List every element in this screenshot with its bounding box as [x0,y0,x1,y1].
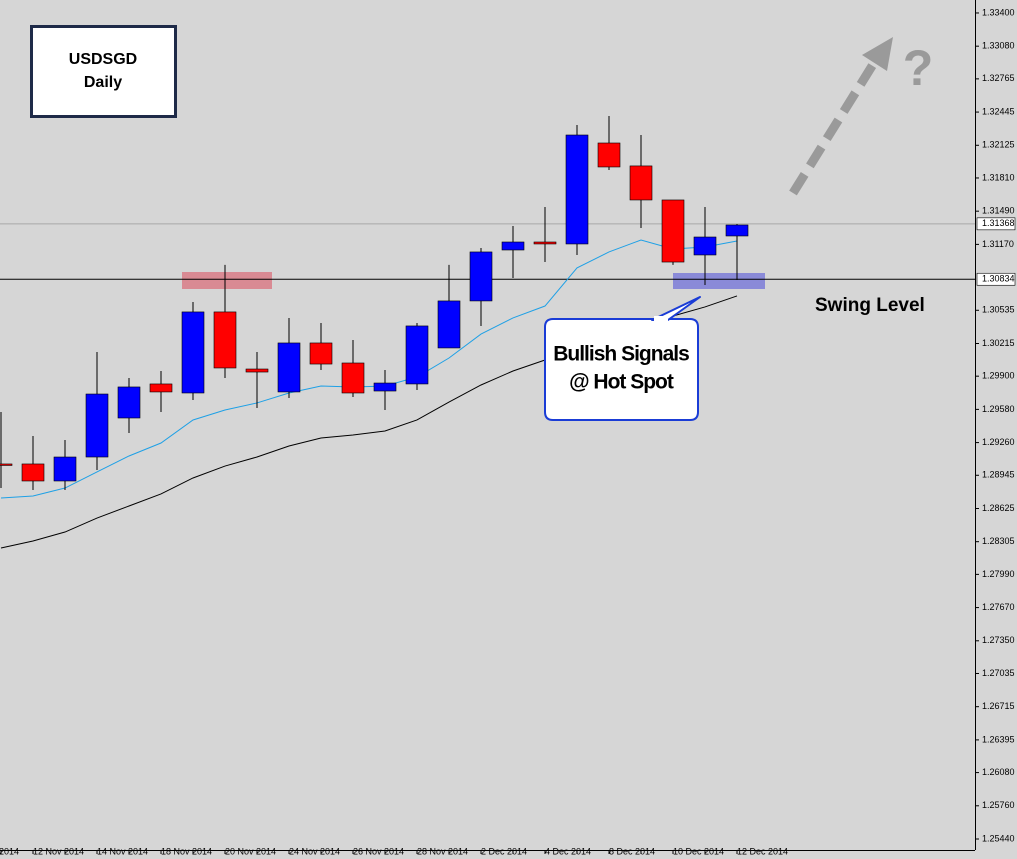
y-tick-label: 1.25760 [982,800,1015,810]
x-tick-label: 18 Nov 2014 [161,846,212,856]
y-tick-label: 1.26395 [982,734,1015,744]
candle-body [437,300,461,349]
callout-line-2: @ Hot Spot [569,371,674,394]
candle-body [469,251,493,302]
x-tick-label: 4 Dec 2014 [545,846,591,856]
chart-subtitle: Daily [84,74,122,91]
candle-body [85,393,109,458]
candle-body [533,241,557,245]
chart-title: USDSGD [69,51,137,68]
x-tick-label: 14 Nov 2014 [97,846,148,856]
x-tick-label: 28 Nov 2014 [417,846,468,856]
callout-box [544,318,699,421]
x-tick-label: 10 Dec 2014 [673,846,724,856]
question-mark: ? [903,40,934,96]
y-tick-label: 1.32445 [982,106,1015,116]
y-tick-label: 1.27670 [982,602,1015,612]
y-tick-label: 1.27035 [982,668,1015,678]
x-tick-label: 12 Nov 2014 [33,846,84,856]
x-tick-label: 26 Nov 2014 [353,846,404,856]
callout-tail-cover [654,316,668,322]
candle-body [373,382,397,392]
arrow-shaft [789,55,881,196]
current-price-label: 1.31368 [982,218,1015,228]
candle-body [725,224,749,237]
candle-body [693,236,717,256]
projection-arrow: ? [789,37,934,196]
title-frame [30,25,177,118]
x-tick-label: 12 Dec 2014 [737,846,788,856]
candle-body [117,386,141,419]
moving-average-line [0,239,738,499]
candle-body [597,142,621,168]
y-tick-label: 1.31490 [982,206,1015,216]
y-tick-label: 1.25440 [982,833,1015,843]
candle-body [0,463,13,466]
candle-body [405,325,429,385]
candle-body [501,241,525,251]
candle-body [21,463,45,482]
y-tick-label: 1.30215 [982,338,1015,348]
swing-level-price: 1.30834 [982,274,1015,284]
y-tick-label: 1.31170 [982,239,1014,249]
y-tick-label: 1.30535 [982,305,1015,315]
callout-line-1: Bullish Signals [553,343,689,366]
y-tick-label: 1.26080 [982,767,1015,777]
y-tick-label: 1.28625 [982,503,1015,513]
swing-level-box [976,272,1016,286]
callout: Bullish Signals @ Hot Spot [544,296,701,421]
x-tick-label: 2014 [0,846,19,856]
y-tick-label: 1.32765 [982,73,1015,83]
y-tick-label: 1.29580 [982,404,1015,414]
y-tick-label: 1.26715 [982,701,1015,711]
y-tick-label: 1.31810 [982,172,1015,182]
candle-body [149,383,173,393]
title-box: USDSGD Daily [30,25,177,118]
candle-body [309,342,333,365]
candle-body [213,311,237,369]
x-tick-label: 2 Dec 2014 [481,846,527,856]
y-tick-label: 1.27350 [982,635,1015,645]
y-tick-label: 1.33400 [982,7,1015,17]
candle-body [245,368,269,373]
y-tick-label: 1.33080 [982,41,1015,51]
x-tick-label: 20 Nov 2014 [225,846,276,856]
y-tick-label: 1.29900 [982,371,1015,381]
current-price-box [976,217,1016,231]
y-tick-label: 1.29260 [982,437,1015,447]
candle-body [277,342,301,393]
y-tick-label: 1.28945 [982,470,1015,480]
x-tick-label: 8 Dec 2014 [609,846,655,856]
resistance-zone [182,272,272,289]
candle-body [341,362,365,394]
candle-body [565,134,589,245]
candle-body [629,165,653,201]
candle-body [53,456,77,482]
candle-body [661,199,685,263]
swing-level-label: Swing Level [815,295,925,316]
candle-body [181,311,205,394]
arrow-head [862,37,893,71]
x-tick-label: 24 Nov 2014 [289,846,340,856]
y-tick-label: 1.32125 [982,140,1015,150]
y-tick-label: 1.28305 [982,536,1015,546]
hot-spot-zone [673,273,765,289]
y-tick-label: 1.27990 [982,569,1015,579]
